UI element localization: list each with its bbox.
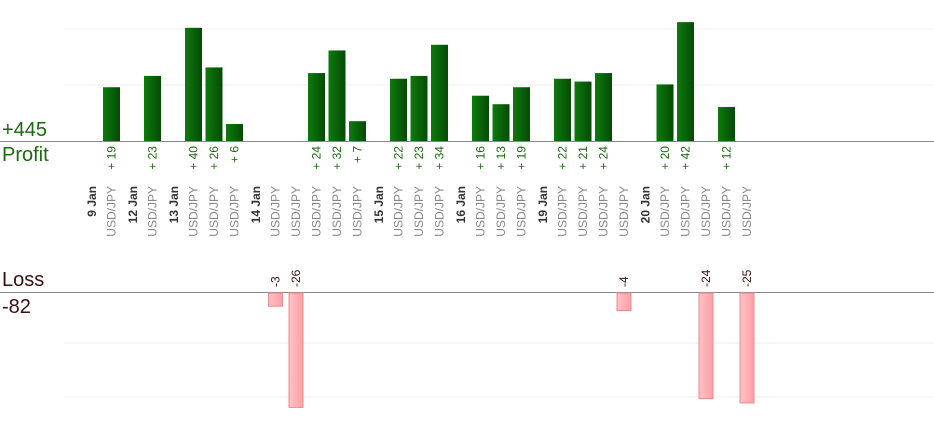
date-label: 20 Jan (639, 186, 653, 223)
pair-label: USD/JPY (658, 186, 672, 237)
pair-label: USD/JPY (494, 186, 508, 237)
pair-label: USD/JPY (515, 186, 529, 237)
profit-value-label: + 42 (679, 146, 693, 170)
loss-value-label: -4 (617, 276, 631, 287)
profit-value-label: + 6 (228, 146, 242, 163)
profit-bar (103, 87, 120, 141)
date-label: 12 Jan (126, 186, 140, 223)
profit-bar (472, 95, 489, 141)
pair-label: USD/JPY (207, 186, 221, 237)
pair-label: USD/JPY (576, 186, 590, 237)
profit-value-label: + 24 (597, 146, 611, 170)
date-label: 15 Jan (372, 186, 386, 223)
pair-label: USD/JPY (679, 186, 693, 237)
profit-bar (226, 124, 243, 141)
pair-label: USD/JPY (720, 186, 734, 237)
profit-label: Profit (2, 144, 49, 166)
profit-value-label: + 22 (556, 146, 570, 170)
profit-value-label: + 19 (515, 146, 529, 170)
profit-bar (574, 81, 592, 141)
pair-label: USD/JPY (289, 186, 303, 237)
loss-label: Loss (2, 269, 45, 291)
profit-value-label: + 13 (494, 146, 508, 170)
loss-total: -82 (2, 296, 31, 318)
loss-value-label: -26 (289, 269, 303, 287)
loss-value-label: -25 (740, 269, 754, 287)
profit-value-label: + 22 (392, 146, 406, 170)
loss-bar (739, 292, 755, 404)
pair-label: USD/JPY (556, 186, 570, 237)
pair-label: USD/JPY (351, 186, 365, 237)
profit-bar (492, 104, 510, 141)
profit-value-label: + 26 (207, 146, 221, 170)
profit-bar (718, 107, 735, 141)
profit-bar (185, 27, 202, 141)
pair-label: USD/JPY (310, 186, 324, 237)
profit-bar (595, 73, 612, 141)
date-label: 19 Jan (536, 186, 550, 223)
profit-bar (677, 22, 694, 141)
profit-value-label: + 21 (576, 146, 590, 170)
date-label: 9 Jan (85, 186, 99, 217)
profit-total: +445 (2, 119, 48, 141)
profit-bar (328, 50, 346, 141)
profit-value-label: + 16 (474, 146, 488, 170)
loss-bar (268, 292, 283, 307)
profit-bar (410, 75, 428, 141)
profit-value-label: + 12 (720, 146, 734, 170)
pair-label: USD/JPY (392, 186, 406, 237)
profit-value-label: + 24 (310, 146, 324, 170)
profit-bar (390, 78, 407, 141)
pair-label: USD/JPY (228, 186, 242, 237)
loss-value-label: -24 (699, 269, 713, 287)
pair-label: USD/JPY (146, 186, 160, 237)
date-label: 13 Jan (167, 186, 181, 223)
profit-value-label: + 40 (187, 146, 201, 170)
profit-value-label: + 7 (351, 146, 365, 163)
pair-label: USD/JPY (412, 186, 426, 237)
profit-bar (513, 87, 530, 141)
pair-label: USD/JPY (699, 186, 713, 237)
profit-value-label: + 23 (146, 146, 160, 170)
loss-value-label: -3 (269, 276, 283, 287)
profit-value-label: + 20 (658, 146, 672, 170)
labels: 9 Jan + 19 USD/JPY 12 Jan + 23 USD/JPY 13 Jan +… (85, 146, 754, 287)
loss-bar (288, 292, 304, 408)
loss-bar (698, 292, 714, 400)
date-label: 16 Jan (454, 186, 468, 223)
profit-bar (205, 67, 223, 141)
pair-label: USD/JPY (187, 186, 201, 237)
pair-label: USD/JPY (740, 186, 754, 237)
profit-value-label: + 23 (412, 146, 426, 170)
loss-bar (616, 292, 632, 312)
profit-bar (349, 121, 366, 141)
profit-bar (431, 44, 448, 141)
profit-value-label: + 19 (105, 146, 119, 170)
pair-label: USD/JPY (330, 186, 344, 237)
pair-label: USD/JPY (597, 186, 611, 237)
pair-label: USD/JPY (433, 186, 447, 237)
profit-value-label: + 32 (330, 146, 344, 170)
pair-label: USD/JPY (474, 186, 488, 237)
profit-bar (144, 75, 161, 141)
bars (103, 22, 755, 408)
date-label: 14 Jan (249, 186, 263, 223)
pair-label: USD/JPY (269, 186, 283, 237)
profit-bar (554, 78, 571, 141)
pair-label: USD/JPY (105, 186, 119, 237)
profit-value-label: + 34 (433, 146, 447, 170)
pair-label: USD/JPY (617, 186, 631, 237)
profit-bar (308, 73, 325, 141)
profit-bar (656, 84, 674, 141)
